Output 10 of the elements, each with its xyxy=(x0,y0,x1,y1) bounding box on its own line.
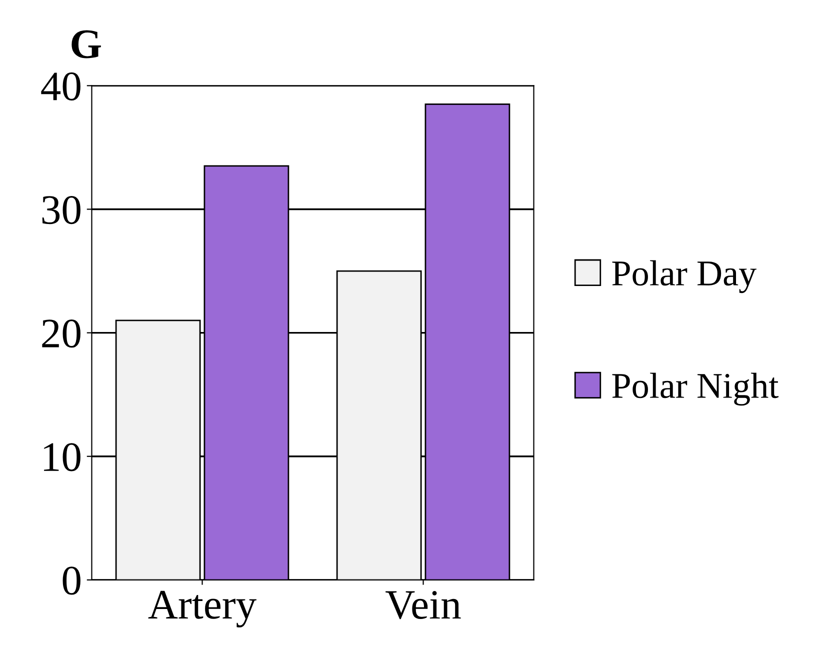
y-tick-label: 30 xyxy=(42,196,80,224)
y-tick-label: 0 xyxy=(62,566,80,595)
x-tick-label: Vein xyxy=(386,590,461,620)
legend-label: Polar Night xyxy=(612,372,779,406)
chart-title: G xyxy=(72,30,101,58)
legend-label: Polar Day xyxy=(612,260,756,294)
y-tick-label: 40 xyxy=(41,72,80,101)
x-tick-label: Artery xyxy=(148,590,256,628)
y-tick-label: 20 xyxy=(42,320,80,348)
y-tick-label: 10 xyxy=(44,443,80,472)
